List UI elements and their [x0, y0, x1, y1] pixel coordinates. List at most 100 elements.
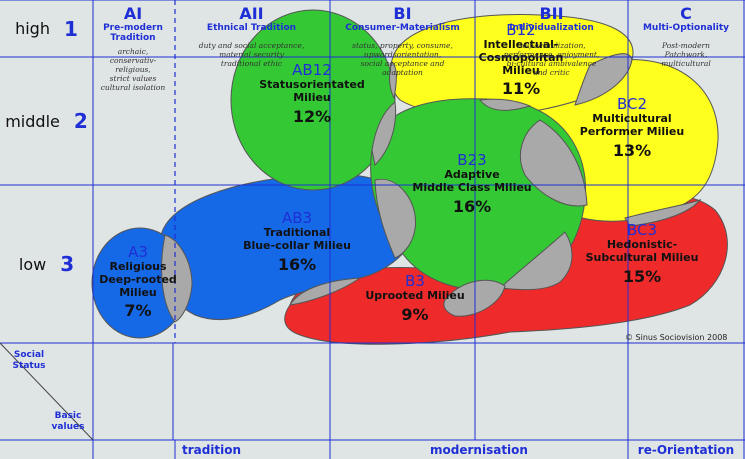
milieu-percent: 9%: [401, 304, 429, 324]
milieu-code: B3: [405, 272, 425, 290]
row-label-number: 2: [73, 109, 88, 133]
milieu-code: B23: [457, 151, 487, 169]
milieu-name: Performer Milieu: [579, 124, 685, 138]
footer-tradition: tradition: [181, 442, 242, 457]
column-code: BI: [393, 4, 412, 23]
desc-line: religious,: [115, 64, 151, 74]
milieu-label-b12: B12 Intellectual- Cosmopolitan Milieu 11…: [478, 21, 564, 99]
overlap-ab12-b23: [371, 101, 397, 167]
axis-label-line: values: [51, 421, 85, 432]
milieu-name: Uprooted Milieu: [365, 289, 465, 303]
desc-line: duty and social acceptance,: [198, 41, 305, 51]
milieu-name: Multicultural: [592, 112, 672, 126]
desc-line: traditional ethic: [220, 59, 283, 69]
column-title: Multi-Optionality: [642, 23, 730, 33]
milieu-name: Milieu: [293, 90, 331, 104]
milieu-name: Adaptive: [444, 168, 500, 182]
desc-line: Patchwork,: [664, 50, 708, 60]
overlap-bc2-bc3: [624, 198, 702, 227]
milieu-code: BC2: [616, 95, 648, 113]
milieu-percent: 11%: [501, 79, 541, 99]
overlap-b23-bc3: [498, 231, 573, 291]
milieu-percent: 13%: [612, 140, 652, 160]
desc-line: Post-modern: [662, 41, 710, 51]
desc-line: archaic,: [117, 46, 149, 56]
milieu-name: Traditional: [263, 226, 331, 240]
column-code: BII: [539, 4, 564, 23]
milieu-percent: 12%: [292, 106, 332, 126]
milieu-name: Deep-rooted: [99, 272, 177, 286]
footer-modernisation: modernisation: [430, 442, 528, 457]
milieu-code: BC3: [626, 221, 658, 239]
milieu-percent: 7%: [124, 301, 152, 321]
milieu-name: Blue-collar Milieu: [243, 238, 351, 252]
desc-line: performance, enjoyment,: [503, 50, 600, 60]
milieu-name: Cosmopolitan: [478, 50, 564, 64]
desc-line: bi-cultural ambivalence: [506, 59, 597, 69]
desc-line: upwardsorientation,: [363, 50, 442, 60]
copyright-notice: © Sinus Sociovision 2008: [625, 333, 728, 342]
desc-line: social acceptance and: [360, 59, 445, 69]
axis-label-line: Status: [12, 360, 46, 371]
column-bi: BI Consumer-Materialism status, property…: [330, 0, 475, 97]
column-description: archaic, conservativ- religious, strict …: [93, 47, 173, 92]
milieu-name: Intellectual-: [483, 38, 559, 52]
desc-line: cultural isolation: [100, 82, 166, 92]
milieu-name: Statusorientated: [259, 78, 365, 92]
milieu-label-b3: B3 Uprooted Milieu 9%: [365, 272, 465, 324]
column-code: C: [680, 4, 692, 23]
milieu-name: Religious: [109, 260, 167, 274]
milieu-label-bc2: BC2 Multicultural Performer Milieu 13%: [579, 95, 685, 160]
overlap-ab3-b3: [289, 277, 362, 306]
desc-line: conservativ-: [109, 55, 157, 65]
desc-line: and critic: [533, 68, 570, 78]
milieu-percent: 16%: [277, 254, 317, 274]
column-description: duty and social acceptance, material sec…: [173, 41, 330, 68]
milieu-percent: 16%: [452, 196, 492, 216]
column-description: Self-actualization, performance, enjoyme…: [475, 41, 628, 77]
column-title: Pre-modern: [103, 23, 163, 33]
milieu-name: Subcultural Milieu: [585, 250, 699, 264]
desc-line: material security: [219, 50, 284, 60]
column-description: status, property, consume, upwardsorient…: [330, 41, 475, 77]
milieu-label-bc3: BC3 Hedonistic- Subcultural Milieu 15%: [585, 221, 699, 286]
column-bii: BII Individualization Self-actualization…: [475, 0, 628, 97]
overlap-b12-bc2: [574, 53, 633, 106]
overlap-bc2-b23: [519, 119, 588, 207]
desc-line: multicultural: [661, 59, 711, 69]
milieu-label-a3: A3 Religious Deep-rooted Milieu 7%: [99, 243, 177, 321]
milieu-name: Middle Class Milieu: [412, 180, 532, 194]
milieu-shape-ab12: [230, 9, 396, 191]
row-label-low: low 3: [0, 185, 93, 343]
milieu-code: AB12: [292, 61, 332, 79]
footer-reorientation: re-Orientation: [637, 442, 735, 457]
column-code: AII: [239, 4, 264, 23]
column-title: Consumer-Materialism: [345, 23, 460, 33]
milieu-name: Milieu: [119, 285, 157, 299]
column-title: Individualization: [509, 23, 594, 33]
milieu-code: B12: [506, 21, 536, 39]
overlap-a3-ab3: [161, 234, 193, 323]
column-aii: AII Ethnical Tradition duty and social a…: [173, 0, 330, 97]
column-code: AI: [123, 4, 143, 23]
axis-label-line: Basic: [54, 411, 82, 421]
social-status-label: Social Status: [4, 350, 54, 372]
row-label-text: high: [15, 19, 50, 38]
overlap-b3-b23: [443, 279, 506, 317]
column-ai: AI Pre-modern Tradition archaic, conserv…: [93, 0, 173, 97]
column-description: Post-modern Patchwork, multicultural: [628, 41, 744, 68]
overlap-ab12-b12: [389, 61, 397, 100]
milieu-label-b23: B23 Adaptive Middle Class Milieu 16%: [412, 151, 532, 216]
milieu-name: Milieu: [502, 63, 540, 77]
milieu-name: Hedonistic-: [606, 238, 678, 252]
row-label-text: middle: [5, 111, 60, 131]
overlap-b12-b23: [479, 98, 532, 111]
row-label-middle: middle 2: [0, 57, 93, 185]
milieu-label-ab3: AB3 Traditional Blue-collar Milieu 16%: [243, 209, 351, 274]
row-label-text: low: [18, 254, 47, 274]
milieu-label-ab12: AB12 Statusorientated Milieu 12%: [259, 61, 365, 126]
column-title: Ethnical Tradition: [206, 23, 297, 33]
row-label-number: 3: [60, 252, 75, 276]
